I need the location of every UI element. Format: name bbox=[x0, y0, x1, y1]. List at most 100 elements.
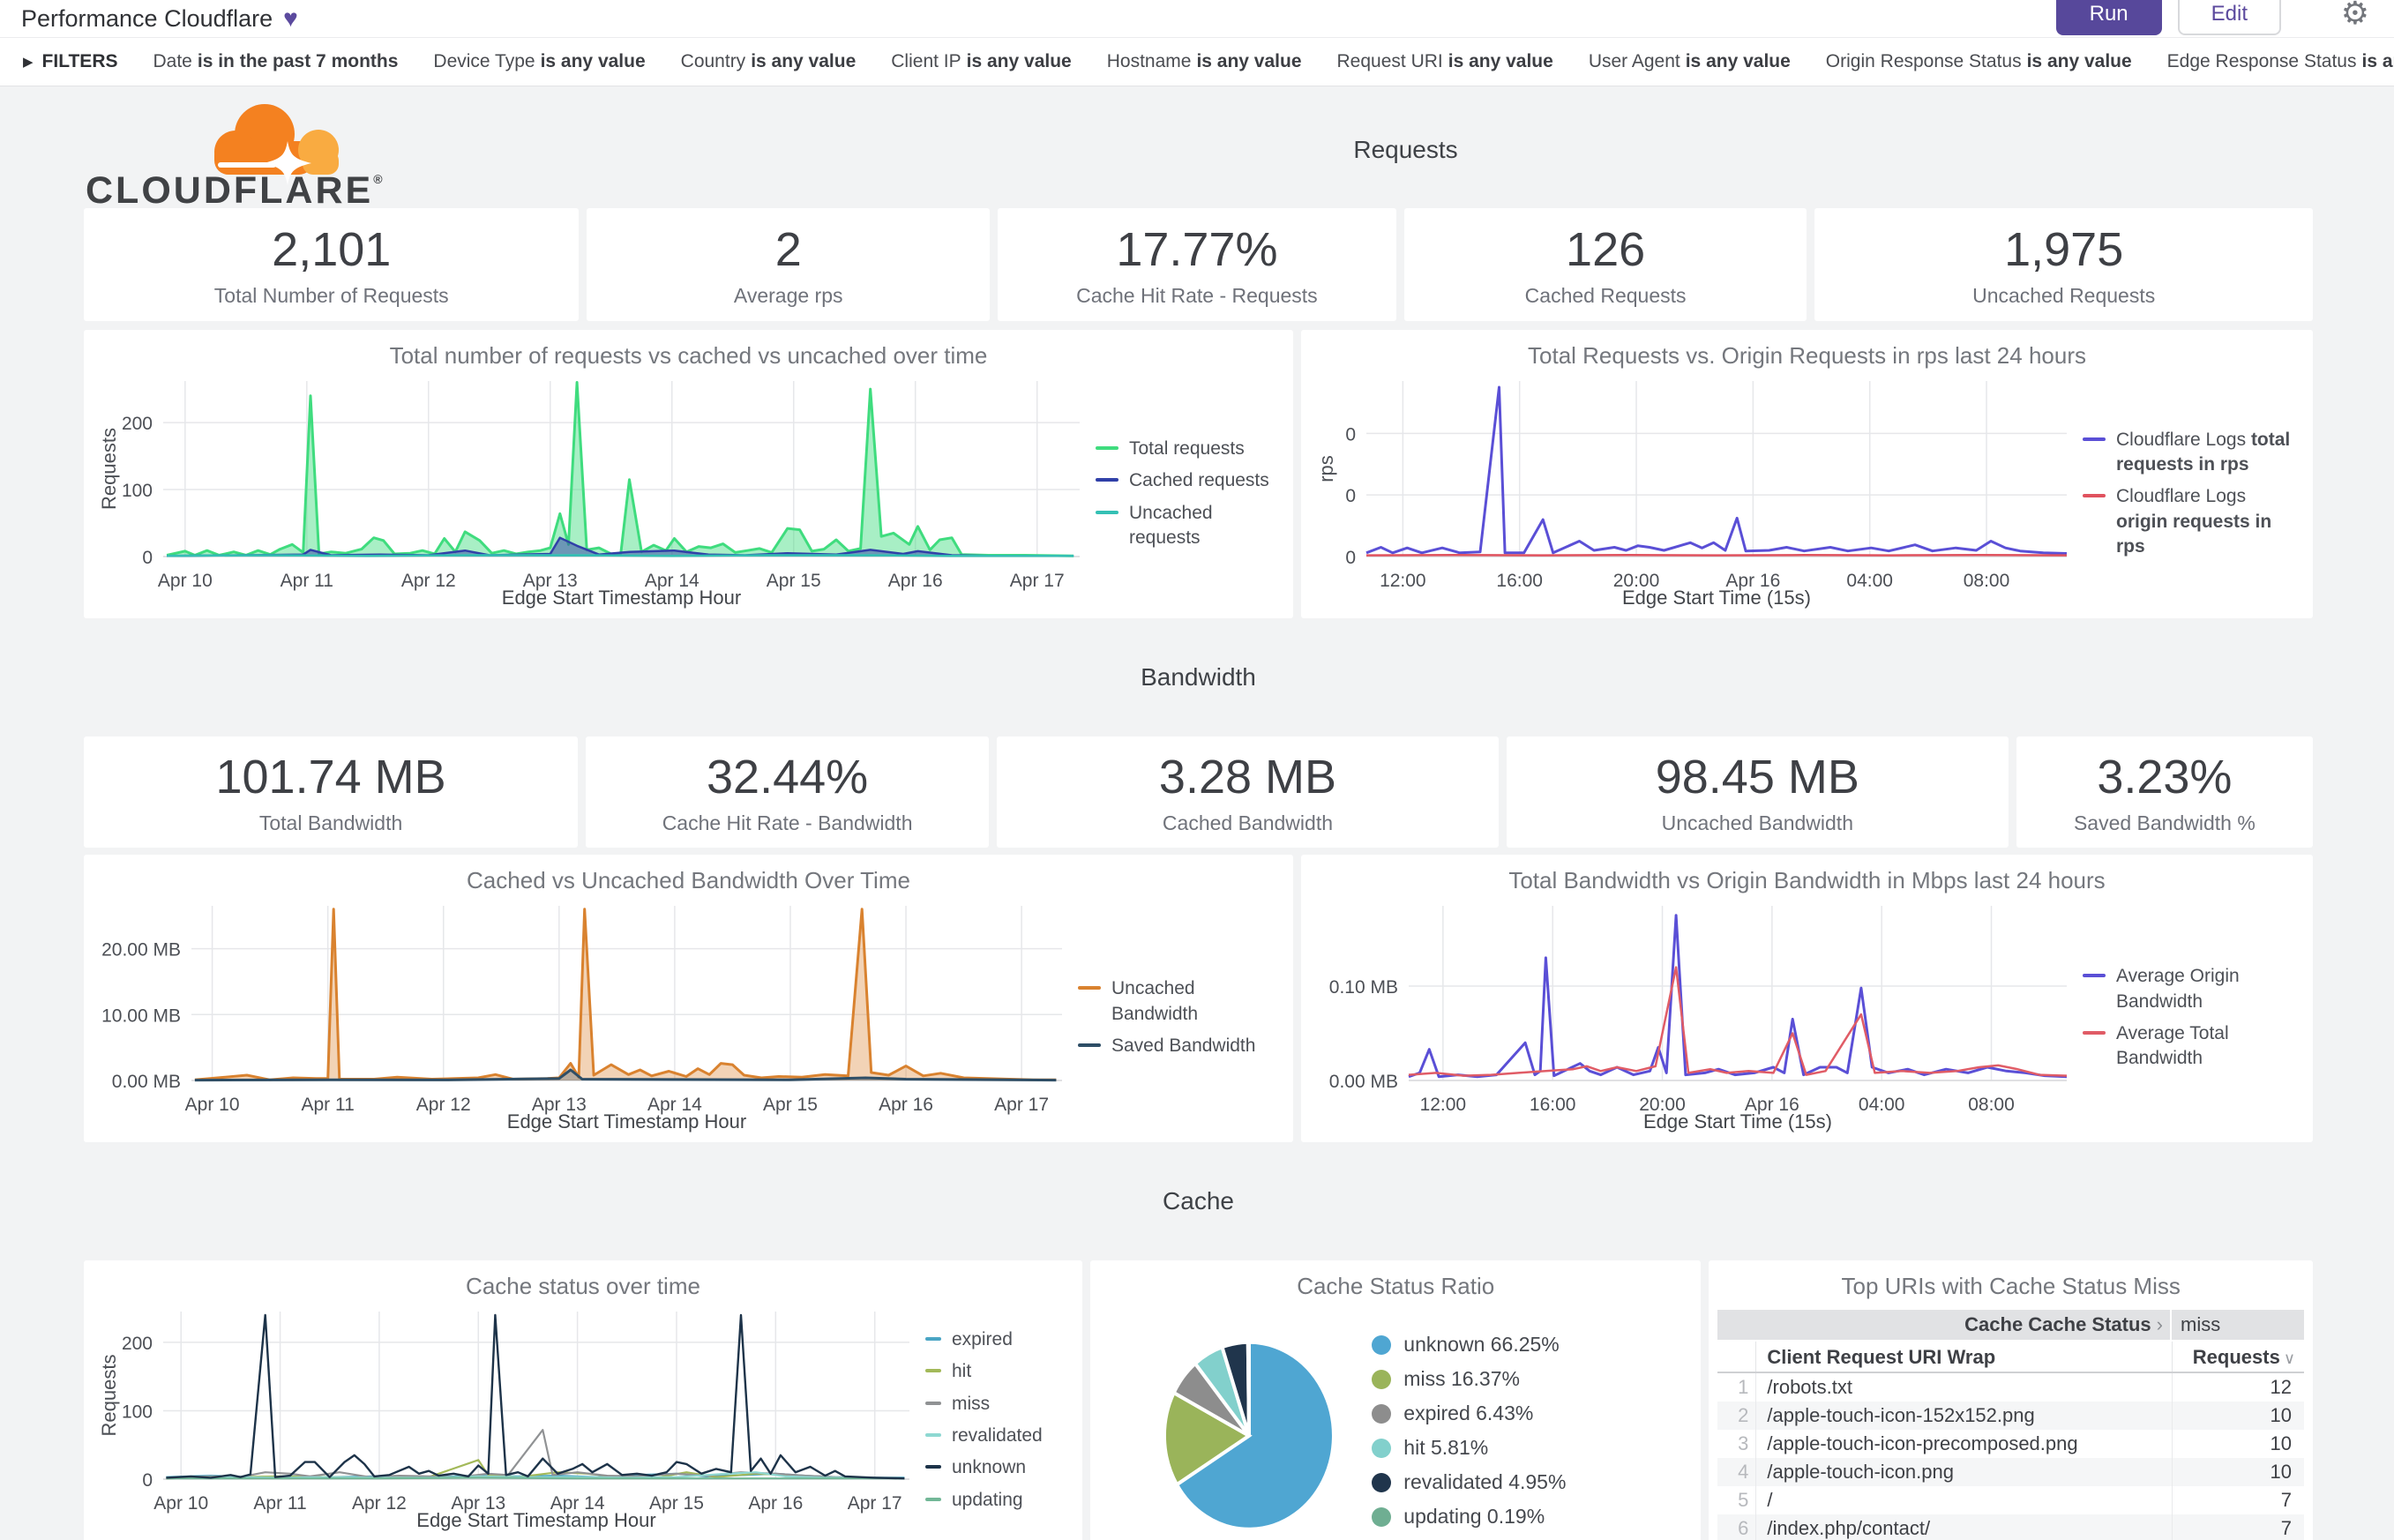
legend-item[interactable]: Average Origin Bandwidth bbox=[2083, 964, 2299, 1014]
pie-legend-label: hit 5.81% bbox=[1403, 1436, 1489, 1459]
filter-item[interactable]: User Agent is any value bbox=[1588, 51, 1791, 71]
requests-rps-plot[interactable]: 12:00 16:00 20:00 Apr 16 04:00 08:00 0 0 0 Edge S… bbox=[1310, 372, 2079, 615]
filters-toggle[interactable]: ▶ FILTERS bbox=[23, 51, 118, 72]
uri-cell[interactable]: /robots.txt bbox=[1767, 1376, 1852, 1398]
cache-status-plot[interactable]: Apr 10 Apr 11 Apr 12 Apr 13 Apr 14 Apr 15 Apr … bbox=[93, 1303, 922, 1537]
pie-legend-item[interactable]: updating 0.19% bbox=[1372, 1505, 1692, 1529]
kpi-saved-bandwidth-pct[interactable]: 3.23% Saved Bandwidth % bbox=[2016, 736, 2314, 848]
pie-legend-item[interactable]: hit 5.81% bbox=[1372, 1436, 1692, 1460]
requests-cell[interactable]: 10 bbox=[2172, 1402, 2304, 1430]
table-row[interactable]: 2/apple-touch-icon-152x152.png 10 bbox=[1717, 1402, 2304, 1430]
legend-item[interactable]: unknown bbox=[925, 1455, 1068, 1480]
bandwidth-over-time-plot[interactable]: Apr 10 Apr 11 Apr 12 Apr 13 Apr 14 Apr 15 Apr … bbox=[93, 897, 1074, 1139]
sort-icon: ∨ bbox=[2283, 1349, 2295, 1367]
legend-item[interactable]: Total requests bbox=[1096, 437, 1279, 461]
row-number: 4 bbox=[1717, 1458, 1757, 1486]
svg-text:Requests: Requests bbox=[98, 1355, 120, 1437]
requests-cell[interactable]: 7 bbox=[2172, 1514, 2304, 1540]
svg-text:Apr 15: Apr 15 bbox=[767, 571, 821, 591]
uri-cell[interactable]: /apple-touch-icon-152x152.png bbox=[1767, 1404, 2035, 1426]
legend-swatch bbox=[2083, 437, 2106, 441]
legend-item[interactable]: Average Total Bandwidth bbox=[2083, 1021, 2299, 1072]
kpi-label: Cached Requests bbox=[1524, 283, 1687, 307]
filter-item[interactable]: Origin Response Status is any value bbox=[1825, 51, 2132, 71]
table-row[interactable]: 5 / 7 bbox=[1717, 1486, 2304, 1514]
pie-legend-item[interactable]: expired 6.43% bbox=[1372, 1402, 1692, 1425]
column-header-uri[interactable]: Client Request URI Wrap bbox=[1767, 1346, 1996, 1368]
legend-item[interactable]: Uncached requests bbox=[1096, 501, 1279, 551]
requests-cell[interactable]: 10 bbox=[2172, 1430, 2304, 1458]
legend-item[interactable]: Cloudflare Logs total requests in rps bbox=[2083, 428, 2299, 478]
cache-status-pie[interactable] bbox=[1099, 1303, 1372, 1540]
legend-item[interactable]: expired bbox=[925, 1327, 1068, 1352]
uri-cell[interactable]: /index.php/contact/ bbox=[1767, 1517, 1931, 1539]
pie-legend-item[interactable]: unknown 66.25% bbox=[1372, 1333, 1692, 1357]
gear-icon[interactable]: ⚙ bbox=[2340, 0, 2369, 31]
kpi-value: 101.74 MB bbox=[215, 750, 446, 804]
legend-swatch bbox=[1096, 510, 1118, 514]
filter-item[interactable]: Hostname is any value bbox=[1106, 51, 1302, 71]
filter-item[interactable]: Client IP is any value bbox=[891, 51, 1072, 71]
svg-text:04:00: 04:00 bbox=[1859, 1095, 1905, 1115]
legend-item[interactable]: revalidated bbox=[925, 1424, 1068, 1448]
requests-over-time-plot[interactable]: Apr 10 Apr 11 Apr 12 Apr 13 Apr 14 Apr 15 Apr … bbox=[93, 372, 1092, 615]
legend-item[interactable]: Cloudflare Logs origin requests in rps bbox=[2083, 484, 2299, 559]
chart-title: Top URIs with Cache Status Miss bbox=[1841, 1273, 2181, 1299]
kpi-uncached-bandwidth[interactable]: 98.45 MB Uncached Bandwidth bbox=[1506, 736, 2009, 848]
legend-item[interactable]: Saved Bandwidth bbox=[1078, 1034, 1279, 1058]
svg-text:12:00: 12:00 bbox=[1380, 571, 1426, 591]
pie-legend-item[interactable]: revalidated 4.95% bbox=[1372, 1470, 1692, 1494]
legend-item[interactable]: hit bbox=[925, 1359, 1068, 1384]
requests-cell[interactable]: 10 bbox=[2172, 1458, 2304, 1486]
pie-legend-item[interactable]: miss 16.37% bbox=[1372, 1367, 1692, 1391]
kpi-cached-bandwidth[interactable]: 3.28 MB Cached Bandwidth bbox=[997, 736, 1499, 848]
kpi-average-rps[interactable]: 2 Average rps bbox=[587, 208, 990, 321]
svg-text:Edge Start Timestamp Hour: Edge Start Timestamp Hour bbox=[416, 1509, 655, 1531]
heart-icon: ♥ bbox=[283, 4, 298, 32]
legend-item[interactable]: Uncached Bandwidth bbox=[1078, 976, 1279, 1027]
pie-legend-dot bbox=[1372, 1472, 1392, 1492]
legend-label: unknown bbox=[952, 1457, 1027, 1478]
table-row[interactable]: 4/apple-touch-icon.png 10 bbox=[1717, 1458, 2304, 1486]
bandwidth-over-time-chart-tile: Cached vs Uncached Bandwidth Over Time A… bbox=[84, 855, 1293, 1142]
column-header-requests[interactable]: Requests ∨ bbox=[2172, 1342, 2304, 1372]
kpi-total-requests[interactable]: 2,101 Total Number of Requests bbox=[84, 208, 580, 321]
svg-text:Apr 13: Apr 13 bbox=[451, 1493, 505, 1514]
kpi-label: Total Number of Requests bbox=[213, 283, 449, 307]
table-row[interactable]: 6/index.php/contact/7 bbox=[1717, 1514, 2304, 1540]
requests-over-time-chart-tile: Total number of requests vs cached vs un… bbox=[84, 330, 1293, 618]
filter-item[interactable]: Country is any value bbox=[680, 51, 857, 71]
kpi-value: 2,101 bbox=[272, 222, 392, 276]
svg-text:Apr 13: Apr 13 bbox=[523, 571, 578, 591]
uri-cell[interactable]: /apple-touch-icon-precomposed.png bbox=[1767, 1432, 2078, 1454]
table-row[interactable]: 3/apple-touch-icon-precomposed.png 10 bbox=[1717, 1430, 2304, 1458]
svg-text:Apr 16: Apr 16 bbox=[1745, 1095, 1799, 1115]
pivot-label[interactable]: Cache Cache Status › bbox=[1717, 1310, 2170, 1340]
svg-text:Apr 17: Apr 17 bbox=[994, 1095, 1049, 1115]
run-button[interactable]: Run bbox=[2055, 0, 2162, 35]
legend-item[interactable]: Cached requests bbox=[1096, 468, 1279, 493]
edit-button[interactable]: Edit bbox=[2177, 0, 2281, 35]
svg-text:0.00 MB: 0.00 MB bbox=[1329, 1072, 1398, 1092]
legend-label: Uncached Bandwidth bbox=[1111, 978, 1199, 1024]
kpi-cache-hit-rate-requests[interactable]: 17.77% Cache Hit Rate - Requests bbox=[997, 208, 1396, 321]
uri-cell[interactable]: / bbox=[1767, 1489, 1773, 1511]
legend-item[interactable]: miss bbox=[925, 1392, 1068, 1417]
bandwidth-24h-plot[interactable]: 12:00 16:00 20:00 Apr 16 04:00 08:00 0.00 MB 0.… bbox=[1310, 897, 2079, 1139]
cloudflare-logo-image: CLOUDFLARE® bbox=[86, 104, 383, 208]
legend-item[interactable]: updating bbox=[925, 1488, 1068, 1513]
requests-cell[interactable]: 7 bbox=[2172, 1486, 2304, 1514]
filter-item[interactable]: Date is in the past 7 months bbox=[153, 51, 399, 71]
kpi-uncached-requests[interactable]: 1,975 Uncached Requests bbox=[1814, 208, 2313, 321]
filter-item[interactable]: Device Type is any value bbox=[433, 51, 646, 71]
kpi-cache-hit-rate-bandwidth[interactable]: 32.44% Cache Hit Rate - Bandwidth bbox=[586, 736, 990, 848]
kpi-total-bandwidth[interactable]: 101.74 MB Total Bandwidth bbox=[84, 736, 579, 848]
uri-cell[interactable]: /apple-touch-icon.png bbox=[1767, 1461, 1954, 1483]
table-row[interactable]: 1/robots.txt 12 bbox=[1717, 1373, 2304, 1402]
kpi-cached-requests[interactable]: 126 Cached Requests bbox=[1403, 208, 1807, 321]
svg-text:100: 100 bbox=[122, 481, 153, 501]
filter-item[interactable]: Request URI is any value bbox=[1336, 51, 1553, 71]
row-number: 2 bbox=[1717, 1402, 1757, 1430]
requests-cell[interactable]: 12 bbox=[2172, 1373, 2304, 1402]
